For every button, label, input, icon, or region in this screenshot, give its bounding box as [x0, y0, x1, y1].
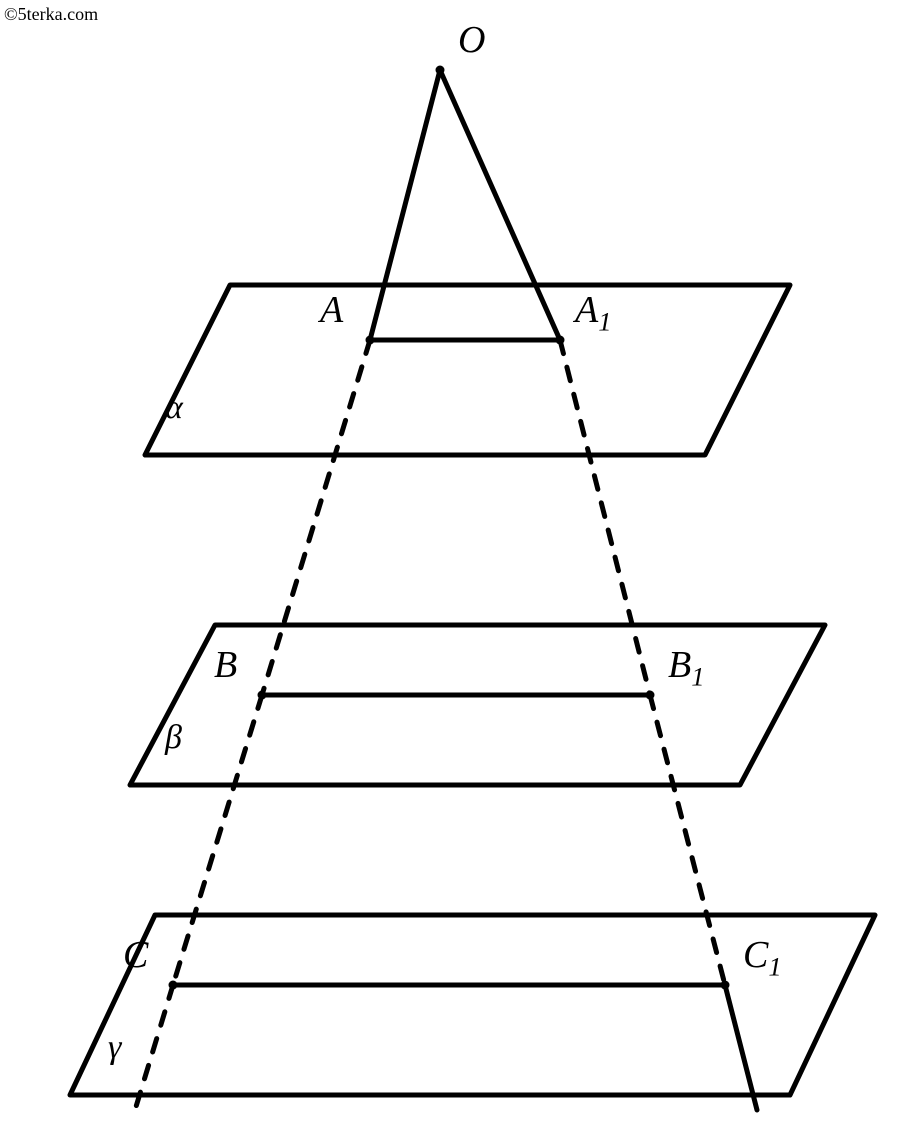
- segment-A-B: [262, 340, 370, 695]
- segment-O-A1: [440, 70, 560, 340]
- point-A1: [556, 336, 565, 345]
- plane-alpha: [145, 285, 790, 455]
- label-B: B: [214, 643, 237, 687]
- plane-label-gamma: γ: [108, 1029, 121, 1067]
- label-C1: C1: [743, 933, 782, 983]
- label-C: C: [123, 933, 148, 977]
- point-A: [366, 336, 375, 345]
- point-C: [169, 981, 178, 990]
- label-O: O: [458, 18, 485, 62]
- segment-A1-B1: [560, 340, 650, 695]
- segment-B-C: [173, 695, 262, 985]
- diagram-stage: ©5terka.com OAA1BB1CC1αβγ: [0, 0, 899, 1130]
- segment-O-A: [370, 70, 440, 340]
- segment-C1-right_end: [725, 985, 757, 1110]
- plane-label-alpha: α: [165, 389, 183, 427]
- segment-C-left_end: [135, 985, 173, 1110]
- point-B1: [646, 691, 655, 700]
- point-C1: [721, 981, 730, 990]
- plane-label-beta: β: [165, 719, 182, 757]
- label-B1: B1: [668, 643, 705, 693]
- point-O: [436, 66, 445, 75]
- label-A: A: [320, 288, 343, 332]
- segment-B1-C1: [650, 695, 725, 985]
- label-A1: A1: [575, 288, 612, 338]
- point-B: [258, 691, 267, 700]
